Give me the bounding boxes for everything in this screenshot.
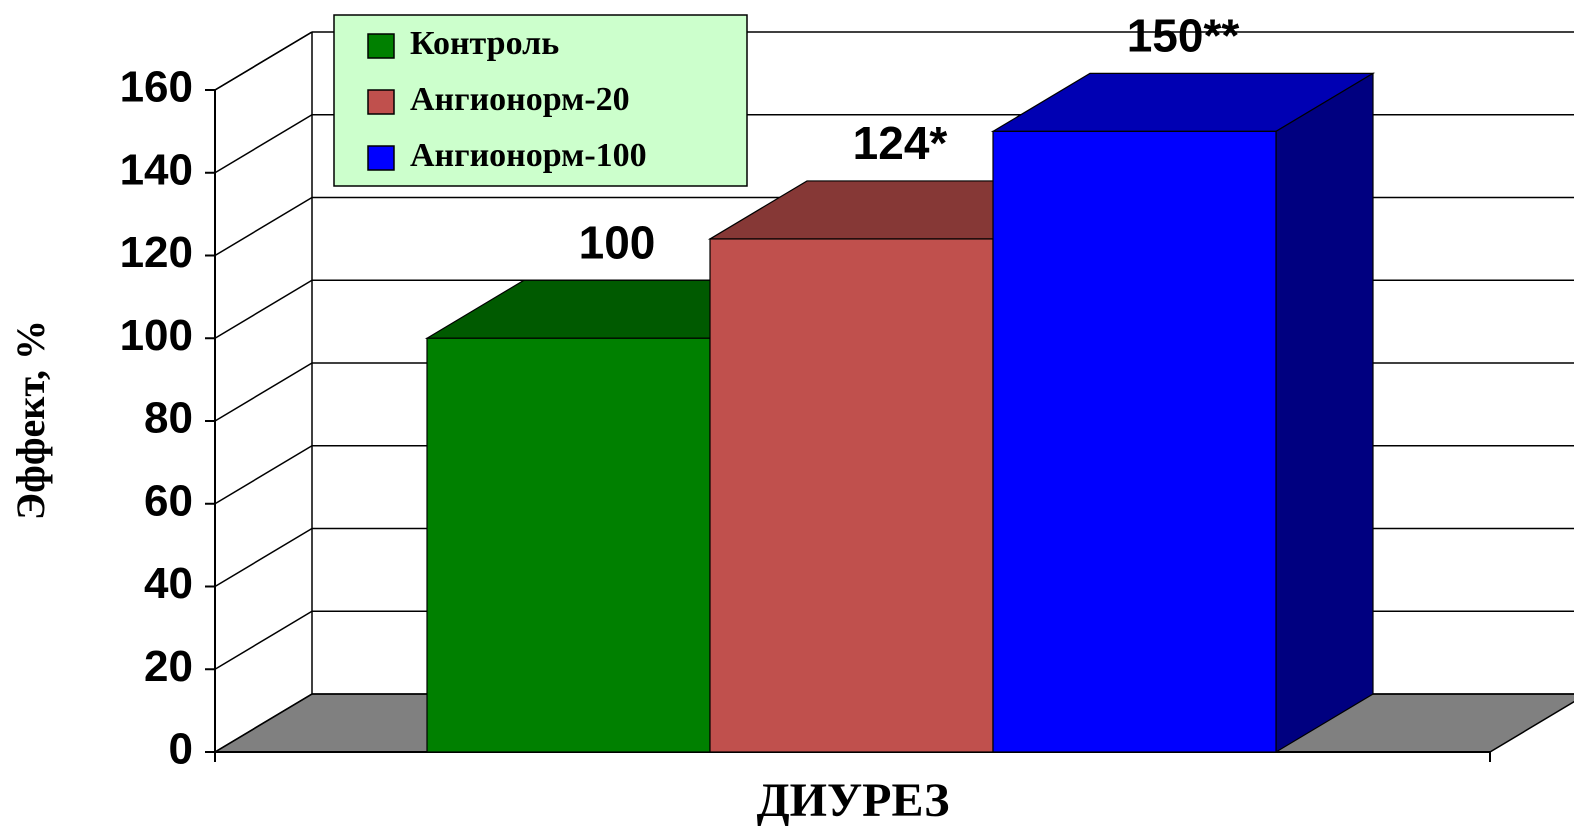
bar	[707, 180, 1093, 753]
y-tick-label: 120	[120, 228, 193, 277]
x-tick-label: ДИУРЕЗ	[757, 774, 950, 827]
grid-line	[214, 527, 313, 588]
bar-side	[1275, 72, 1374, 754]
y-tick-label: 20	[144, 642, 193, 691]
data-label: 100	[579, 216, 656, 268]
legend-swatch	[367, 89, 395, 115]
y-tick-label: 40	[144, 559, 193, 608]
legend-label: Контроль	[410, 25, 559, 62]
bar-front	[992, 130, 1277, 753]
legend-label: Ангионорм-20	[410, 81, 630, 118]
legend-label: Ангионорм-100	[410, 137, 647, 174]
grid-line	[214, 445, 313, 505]
y-tick-label: 100	[120, 311, 193, 360]
grid-line	[214, 693, 313, 753]
grid-line	[214, 196, 313, 257]
grid-line	[214, 362, 313, 422]
grid-line	[214, 114, 313, 174]
legend: Контроль Ангионорм-20 Ангионорм-100	[333, 14, 748, 187]
bar-front	[709, 238, 994, 753]
legend-swatch	[367, 33, 395, 59]
bar-front	[426, 337, 711, 753]
bar	[990, 72, 1376, 754]
y-axis-label: Эффект, %	[8, 320, 53, 520]
y-tick-label: 80	[144, 394, 193, 443]
grid-line	[214, 610, 313, 670]
y-tick-label: 60	[144, 476, 193, 525]
data-label: 150**	[1127, 10, 1240, 62]
legend-box	[333, 14, 748, 187]
data-label: 124*	[853, 117, 948, 169]
y-tick-label: 160	[120, 63, 193, 112]
legend-swatch	[367, 145, 395, 171]
grid-line	[214, 31, 313, 91]
y-tick-label: 140	[120, 145, 193, 194]
grid-line	[214, 279, 313, 339]
y-tick-label: 0	[169, 725, 193, 774]
